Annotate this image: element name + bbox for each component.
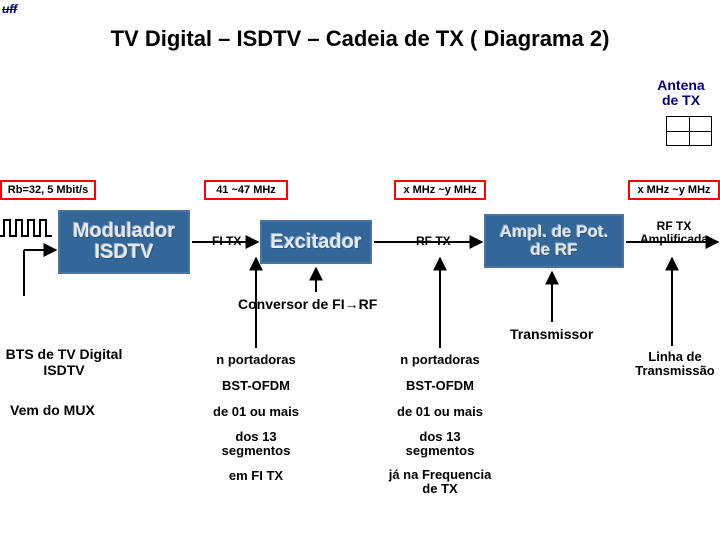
label-conversor: Conversor de FI→RF: [238, 296, 377, 312]
col-rf-nport: n portadoras: [370, 352, 510, 367]
col-rf-de01: de 01 ou mais: [370, 404, 510, 419]
label-linha-l1: Linha de: [648, 349, 701, 364]
freq-rf2-box: x MHz ~y MHz: [628, 180, 720, 200]
col-fi-dos13: dos 13 segmentos: [186, 430, 326, 457]
label-transmissor: Transmissor: [510, 326, 593, 342]
label-rf-tx-amp-l2: Amplificada: [640, 232, 708, 246]
block-modulador-l2: ISDTV: [95, 241, 154, 263]
col-fi-emfi: em FI TX: [186, 468, 326, 483]
block-amp-l1: Ampl. de Pot.: [500, 222, 609, 241]
label-rf-tx-amp: RF TX Amplificada: [632, 220, 716, 246]
block-amp-l2: de RF: [530, 240, 577, 259]
label-bts: BTS de TV Digital ISDTV: [0, 346, 134, 378]
label-fi-tx: FI TX: [212, 234, 241, 248]
block-excitador-label: Excitador: [270, 232, 361, 253]
antenna-label: Antena de TX: [646, 78, 716, 109]
col-rf-bst: BST-OFDM: [370, 378, 510, 393]
col-rf-ja-l2: de TX: [422, 481, 457, 496]
label-bts-l2: ISDTV: [43, 362, 84, 378]
freq-rb-box: Rb=32, 5 Mbit/s: [0, 180, 96, 200]
antenna-label-l1: Antena: [657, 77, 704, 93]
col-fi-nport: n portadoras: [186, 352, 326, 367]
label-linha-l2: Transmissão: [635, 363, 715, 378]
col-rf-ja: já na Frequencia de TX: [370, 468, 510, 495]
block-modulador: Modulador ISDTV: [58, 210, 190, 274]
block-modulador-l1: Modulador: [73, 220, 175, 242]
block-excitador: Excitador: [260, 220, 372, 264]
corner-logo: uff: [2, 2, 17, 16]
col-fi-de01: de 01 ou mais: [186, 404, 326, 419]
freq-fi-box: 41 ~47 MHz: [204, 180, 288, 200]
col-rf-dos13-l2: segmentos: [406, 443, 475, 458]
label-rf-tx: RF TX: [416, 234, 451, 248]
label-vem-mux: Vem do MUX: [10, 402, 95, 418]
label-linha: Linha de Transmissão: [630, 350, 720, 379]
page-title: TV Digital – ISDTV – Cadeia de TX ( Diag…: [0, 26, 720, 52]
col-fi-dos13-l2: segmentos: [222, 443, 291, 458]
block-amplificador: Ampl. de Pot. de RF: [484, 214, 624, 268]
freq-rf1-box: x MHz ~y MHz: [394, 180, 486, 200]
antenna-grid-icon: [666, 116, 712, 146]
pulse-train-icon: [0, 216, 52, 240]
col-rf-dos13: dos 13 segmentos: [370, 430, 510, 457]
antenna-label-l2: de TX: [662, 92, 700, 108]
label-bts-l1: BTS de TV Digital: [6, 346, 123, 362]
label-rf-tx-amp-l1: RF TX: [657, 219, 692, 233]
col-fi-bst: BST-OFDM: [186, 378, 326, 393]
